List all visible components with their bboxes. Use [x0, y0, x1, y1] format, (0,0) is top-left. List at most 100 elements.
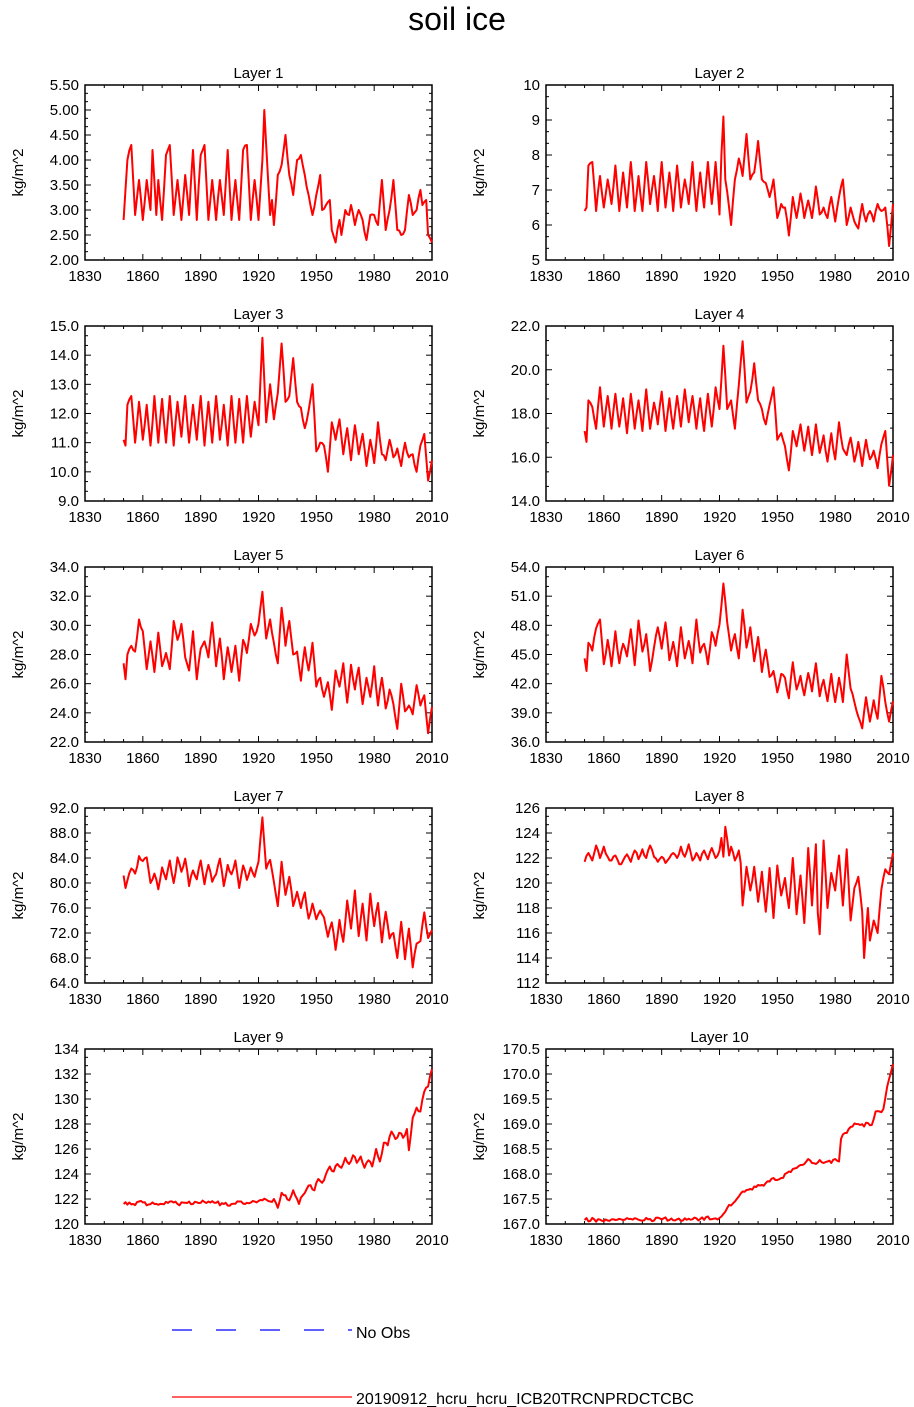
chart-panel-10: Layer 10 kg/m^2 1830 1860 1890 1920 1950 1980 20… [471, 1029, 910, 1249]
y-tick-label: 36.0 [511, 734, 540, 751]
y-tick-label: 16.0 [511, 449, 540, 466]
x-tick-label: 1830 [529, 509, 562, 526]
y-tick-label: 13.0 [50, 376, 79, 393]
y-tick-label: 122 [54, 1191, 79, 1208]
x-tick-label: 1980 [818, 509, 851, 526]
x-tick-label: 2010 [876, 268, 909, 285]
x-tick-label: 2010 [415, 509, 448, 526]
y-tick-label: 80.0 [50, 875, 79, 892]
y-tick-label: 28.0 [50, 647, 79, 664]
y-axis-label: kg/m^2 [10, 1113, 27, 1161]
y-axis-label: kg/m^2 [471, 149, 488, 197]
x-tick-label: 1950 [300, 1232, 333, 1249]
panel-title: Layer 8 [694, 788, 744, 805]
x-tick-label: 1890 [184, 268, 217, 285]
y-tick-label: 9.0 [58, 493, 79, 510]
x-tick-label: 1830 [68, 268, 101, 285]
y-tick-label: 10 [523, 77, 540, 94]
x-tick-label: 1920 [242, 1232, 275, 1249]
x-tick-label: 1860 [126, 1232, 159, 1249]
x-tick-label: 1860 [587, 268, 620, 285]
x-tick-label: 1920 [703, 268, 736, 285]
x-tick-label: 2010 [415, 1232, 448, 1249]
x-tick-label: 1950 [300, 991, 333, 1008]
y-tick-label: 22.0 [50, 734, 79, 751]
y-tick-label: 26.0 [50, 676, 79, 693]
x-tick-label: 1980 [357, 509, 390, 526]
y-tick-label: 4.00 [50, 152, 79, 169]
x-tick-label: 2010 [876, 509, 909, 526]
x-tick-label: 2010 [876, 1232, 909, 1249]
x-tick-label: 1890 [184, 1232, 217, 1249]
x-tick-label: 1830 [529, 1232, 562, 1249]
chart-panel-9: Layer 9 kg/m^2 1830 1860 1890 1920 1950 1980 201… [10, 1029, 449, 1249]
x-tick-label: 1980 [818, 991, 851, 1008]
y-tick-label: 116 [516, 925, 540, 942]
x-tick-label: 2010 [876, 991, 909, 1008]
y-tick-label: 112 [516, 975, 540, 992]
x-tick-label: 1950 [300, 750, 333, 767]
x-tick-label: 1890 [184, 509, 217, 526]
y-tick-label: 114 [516, 950, 540, 967]
x-tick-label: 1890 [184, 991, 217, 1008]
x-tick-label: 1860 [587, 1232, 620, 1249]
x-tick-label: 1860 [587, 750, 620, 767]
legend: No Obs 20190912_hcru_hcru_ICB20TRCNPRDCT… [172, 1325, 694, 1407]
x-tick-label: 2010 [415, 991, 448, 1008]
y-tick-label: 6 [532, 217, 540, 234]
y-axis-label: kg/m^2 [471, 1113, 488, 1161]
y-tick-label: 2.50 [50, 227, 79, 244]
x-tick-label: 1830 [68, 750, 101, 767]
y-tick-label: 128 [54, 1116, 79, 1133]
panel-title: Layer 1 [233, 65, 283, 82]
y-tick-label: 167.0 [502, 1216, 540, 1233]
panel-title: Layer 2 [694, 65, 744, 82]
x-tick-label: 1830 [68, 991, 101, 1008]
x-tick-label: 1950 [761, 1232, 794, 1249]
chart-panel-6: Layer 6 kg/m^2 1830 1860 1890 1920 1950 1980 201… [471, 547, 910, 767]
y-tick-label: 54.0 [511, 559, 540, 576]
y-tick-label: 124 [515, 825, 540, 842]
x-tick-label: 1860 [587, 991, 620, 1008]
y-tick-label: 2.00 [50, 252, 79, 269]
y-tick-label: 32.0 [50, 588, 79, 605]
y-tick-label: 169.5 [502, 1091, 540, 1108]
chart-panel-5: Layer 5 kg/m^2 1830 1860 1890 1920 1950 1980 201… [10, 547, 449, 767]
y-tick-label: 122 [515, 850, 540, 867]
series-line [583, 582, 894, 730]
y-axis-label: kg/m^2 [471, 631, 488, 679]
y-axis-label: kg/m^2 [471, 390, 488, 438]
x-tick-label: 1920 [242, 991, 275, 1008]
y-tick-label: 5.50 [50, 77, 79, 94]
y-tick-label: 48.0 [511, 617, 540, 634]
y-tick-label: 169.0 [502, 1116, 540, 1133]
y-tick-label: 92.0 [50, 800, 79, 817]
y-tick-label: 20.0 [511, 362, 540, 379]
y-tick-label: 72.0 [50, 925, 79, 942]
chart-panel-2: Layer 2 kg/m^2 1830 1860 1890 1920 1950 1980 201… [471, 65, 910, 285]
x-tick-label: 2010 [415, 750, 448, 767]
x-tick-label: 1920 [703, 991, 736, 1008]
y-tick-label: 9 [532, 112, 540, 129]
x-tick-label: 1980 [818, 1232, 851, 1249]
x-tick-label: 1920 [242, 750, 275, 767]
y-tick-label: 51.0 [511, 588, 540, 605]
y-tick-label: 5 [532, 252, 540, 269]
y-tick-label: 120 [515, 875, 540, 892]
y-tick-label: 124 [54, 1166, 79, 1183]
x-tick-label: 1890 [645, 1232, 678, 1249]
x-tick-label: 1830 [68, 509, 101, 526]
x-tick-label: 1860 [126, 509, 159, 526]
x-tick-label: 1860 [126, 991, 159, 1008]
legend-obs-label: No Obs [356, 1325, 410, 1342]
x-tick-label: 1920 [703, 1232, 736, 1249]
x-tick-label: 1920 [242, 268, 275, 285]
x-tick-label: 1950 [300, 509, 333, 526]
y-axis-label: kg/m^2 [10, 631, 27, 679]
chart-panel-4: Layer 4 kg/m^2 1830 1860 1890 1920 1950 1980 201… [471, 306, 910, 526]
panel-grid: Layer 1 kg/m^2 1830 1860 1890 1920 1950 1980 201… [10, 65, 910, 1249]
x-tick-label: 1980 [818, 268, 851, 285]
panel-title: Layer 4 [694, 306, 744, 323]
chart-panel-1: Layer 1 kg/m^2 1830 1860 1890 1920 1950 1980 201… [10, 65, 449, 285]
